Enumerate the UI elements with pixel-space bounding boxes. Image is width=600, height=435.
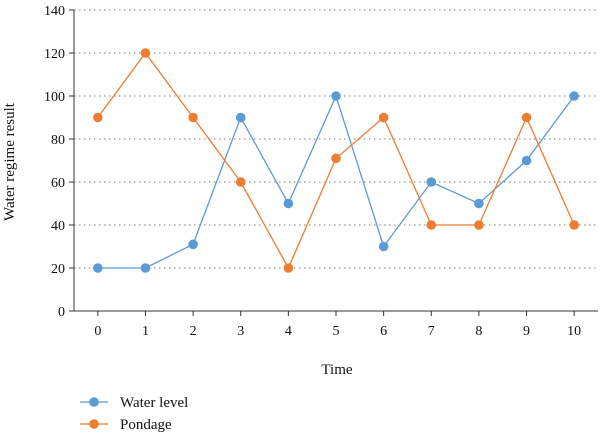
x-tick-label-3: 3	[237, 324, 244, 339]
x-tick-label-9: 9	[523, 324, 530, 339]
data-point-water-level-8	[474, 198, 484, 209]
data-point-water-level-3	[235, 112, 246, 123]
legend-marker-water-level	[89, 397, 99, 407]
data-point-water-level-0	[93, 263, 103, 273]
data-point-pondage-6	[378, 112, 389, 123]
data-point-pondage-9	[521, 112, 532, 123]
x-tick-label-8: 8	[475, 324, 482, 339]
data-point-pondage-10	[569, 220, 579, 230]
y-tick-label-100: 100	[44, 90, 65, 105]
legend-label-pondage: Pondage	[120, 417, 172, 433]
y-axis-label: Water regime result	[2, 102, 18, 221]
data-point-pondage-4	[283, 263, 294, 273]
y-tick-label-20: 20	[51, 262, 65, 277]
y-tick-label-80: 80	[51, 133, 65, 148]
data-point-pondage-2	[188, 112, 198, 123]
x-tick-label-1: 1	[142, 324, 149, 339]
legend-label-water-level: Water level	[120, 395, 188, 411]
x-tick-label-4: 4	[285, 324, 292, 339]
data-point-water-level-10	[569, 91, 579, 101]
data-point-water-level-6	[378, 241, 389, 252]
x-axis-ticks: 0 1 2 3 4 5 6 7 8 9 10	[94, 311, 581, 339]
y-tick-label-120: 120	[44, 47, 65, 62]
x-axis-label: Time	[321, 362, 352, 378]
legend: Water level Pondage	[80, 395, 188, 433]
data-point-water-level-9	[521, 155, 532, 166]
x-tick-label-6: 6	[380, 324, 387, 339]
x-tick-label-2: 2	[190, 324, 197, 339]
data-point-water-level-7	[426, 177, 437, 187]
y-tick-label-0: 0	[58, 305, 65, 320]
series-water-level	[93, 91, 579, 273]
x-tick-label-7: 7	[428, 324, 435, 339]
data-point-pondage-8	[474, 220, 484, 230]
data-point-pondage-0	[93, 112, 103, 123]
data-point-water-level-4	[283, 198, 294, 209]
legend-marker-pondage	[89, 419, 99, 429]
data-point-pondage-7	[426, 220, 437, 230]
x-tick-label-0: 0	[94, 324, 101, 339]
legend-item-pondage: Pondage	[80, 417, 172, 433]
series-pondage	[93, 48, 579, 273]
y-axis-ticks: 0 20 40 60 80 100 120 140	[44, 4, 74, 320]
x-tick-label-5: 5	[333, 324, 340, 339]
data-point-water-level-2	[188, 239, 198, 250]
data-point-pondage-3	[235, 177, 246, 187]
x-tick-label-10: 10	[567, 324, 581, 339]
y-tick-label-140: 140	[44, 4, 65, 19]
grid-lines	[74, 9, 598, 269]
legend-item-water-level: Water level	[80, 395, 188, 411]
y-tick-label-60: 60	[51, 176, 65, 191]
data-point-water-level-1	[140, 263, 151, 273]
data-point-water-level-5	[331, 91, 341, 101]
data-point-pondage-1	[140, 48, 151, 58]
data-point-pondage-5	[331, 153, 341, 164]
series-group	[93, 48, 579, 273]
y-tick-label-40: 40	[51, 219, 65, 234]
